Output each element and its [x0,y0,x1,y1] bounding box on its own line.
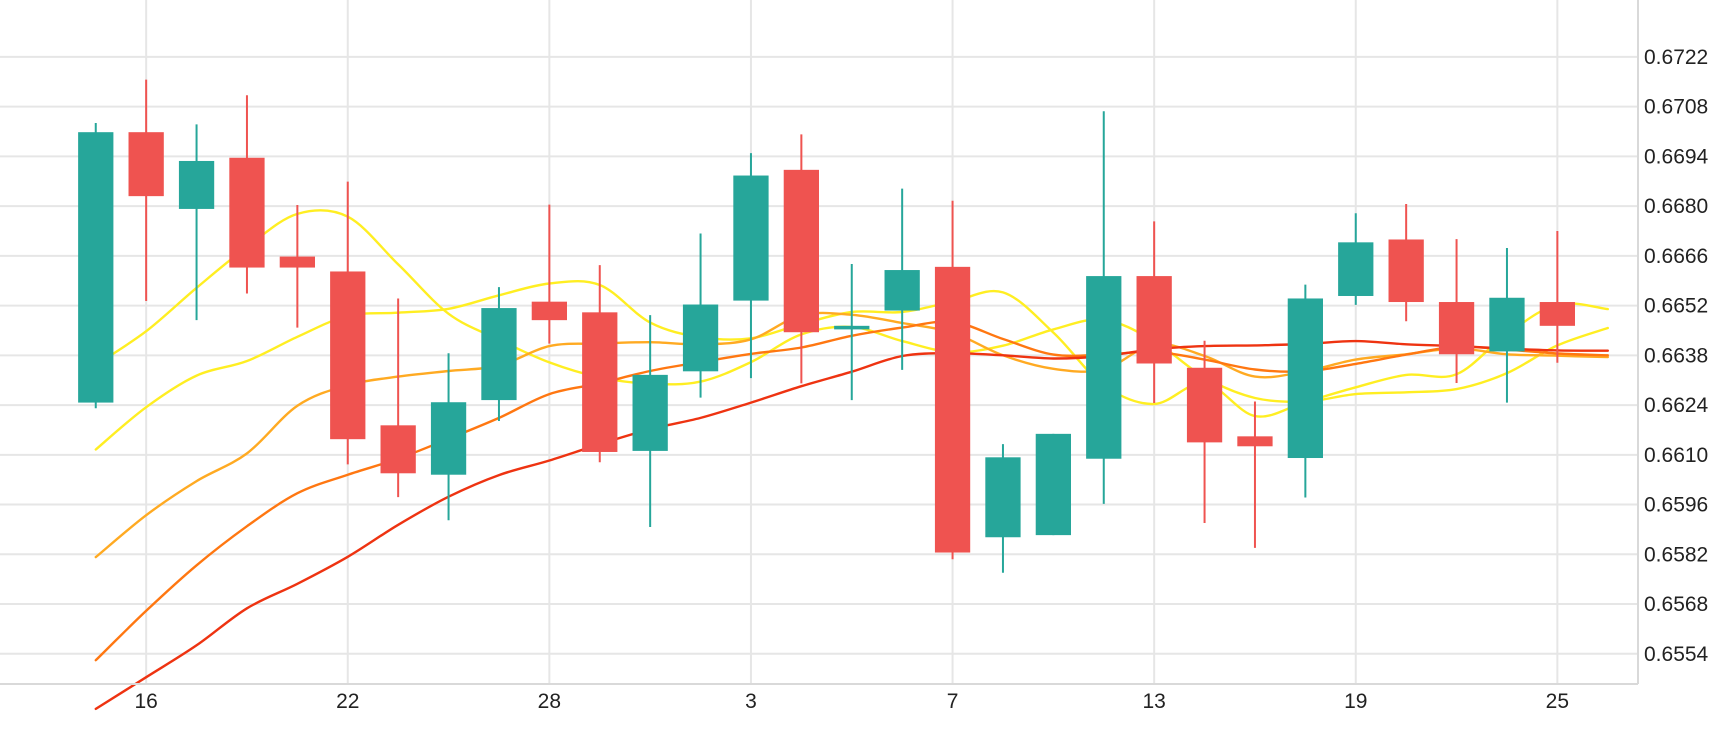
candle-up [682,233,719,398]
candle-down [380,298,416,498]
candle-body [1186,367,1223,443]
candle-body [330,271,366,440]
candle-down [783,134,819,384]
x-tick-label: 19 [1344,690,1367,713]
y-tick-label: 0.6582 [1644,543,1708,566]
candle-up [481,287,517,422]
y-tick-label: 0.6652 [1644,295,1708,318]
candle-up [1086,111,1122,504]
candle-body [279,256,315,268]
candle-body [1136,276,1172,364]
x-tick-label: 22 [336,690,359,713]
candle-body [884,270,920,311]
y-tick-label: 0.6610 [1644,444,1708,467]
candle-up [884,188,920,370]
candle-down [531,204,567,344]
candle-body [430,402,467,475]
candle-body [632,374,668,451]
candle-up [1035,433,1071,536]
candle-body [1287,298,1323,459]
candles [78,79,1575,573]
candle-up [178,124,215,321]
candle-up [834,264,870,401]
y-tick-label: 0.6568 [1644,593,1708,616]
candle-body [985,457,1021,538]
candle-body [1489,297,1525,352]
x-tick-label: 3 [745,690,757,713]
y-tick-label: 0.6680 [1644,195,1708,218]
candle-down [1186,340,1223,524]
candle-up [632,315,668,527]
x-tick-label: 13 [1142,690,1165,713]
candle-down [582,265,618,463]
axes [0,0,1639,685]
candle-body [229,157,265,268]
candle-up [1287,284,1323,498]
y-tick-label: 0.6554 [1644,643,1709,666]
candle-body [1539,302,1575,326]
candle-up [78,122,114,409]
candle-down [934,200,971,560]
y-tick-label: 0.6722 [1644,46,1708,69]
candle-body [1338,242,1374,296]
candle-body [682,304,719,372]
y-axis-labels: 0.6722 0.6708 0.6694 0.6680 0.6666 0.6652 0.66… [1644,46,1709,666]
candle-down [1136,221,1172,403]
candle-body [1035,433,1071,536]
candle-up [733,153,769,379]
candle-down [229,95,265,294]
candle-body [1388,239,1424,303]
candle-body [783,169,819,333]
candle-body [934,266,971,553]
y-tick-label: 0.6638 [1644,344,1708,367]
y-tick-label: 0.6694 [1644,145,1709,168]
candle-down [1388,203,1424,322]
candle-body [1438,302,1475,355]
candle-down [128,79,164,301]
candle-up [1338,213,1374,305]
candle-body [1086,276,1122,459]
candle-down [1539,230,1575,363]
candle-body [481,308,517,401]
candle-body [128,132,164,197]
candle-down [279,205,315,328]
candle-up [1489,248,1525,403]
candle-up [430,353,467,521]
y-tick-label: 0.6666 [1644,245,1708,268]
y-tick-label: 0.6708 [1644,96,1708,119]
candle-body [78,132,114,403]
x-axis-labels: 16 22 28 3 7 13 19 25 [134,690,1569,713]
x-tick-label: 7 [947,690,959,713]
candle-body [531,301,567,321]
candle-body [380,425,416,474]
candle-body [834,325,870,330]
candle-down [330,181,366,465]
candle-body [1237,436,1273,447]
x-tick-label: 25 [1546,690,1569,713]
candle-down [1438,239,1475,384]
candle-down [1237,401,1273,548]
candle-body [178,160,215,209]
candle-up [985,444,1021,573]
grid-lines [0,0,1638,684]
candle-body [582,312,618,452]
y-tick-label: 0.6596 [1644,494,1708,517]
x-tick-label: 28 [538,690,561,713]
y-tick-label: 0.6624 [1644,394,1709,417]
candle-body [733,175,769,301]
x-tick-label: 16 [134,690,157,713]
